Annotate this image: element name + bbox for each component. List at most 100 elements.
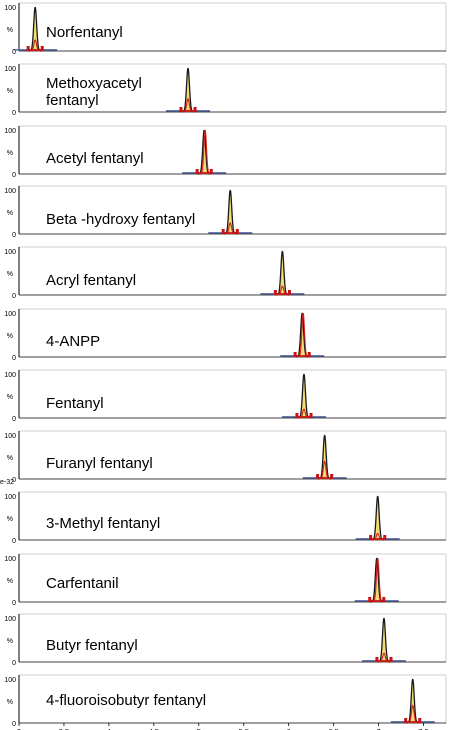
y-tick-label: 0 — [12, 172, 16, 179]
y-tick-label: e-32 — [0, 479, 14, 486]
y-tick-label: % — [7, 455, 13, 462]
compound-label: 3-Methyl fentanyl — [46, 515, 160, 532]
compound-label: Beta -hydroxy fentanyl — [46, 211, 195, 228]
peak-fill — [318, 435, 332, 479]
y-tick-label: 100 — [4, 433, 16, 440]
compound-label: Fentanyl — [46, 395, 104, 412]
integration-marker — [295, 413, 299, 418]
y-tick-label: 0 — [12, 600, 16, 607]
integration-marker — [369, 535, 373, 540]
y-tick-label: % — [7, 699, 13, 706]
qualifier-trace — [182, 97, 194, 113]
x-tick-label: 3 — [17, 727, 21, 730]
integration-marker — [235, 229, 239, 234]
chromatogram-panel: 100% 0 Acryl fentanyl — [4, 246, 447, 300]
integration-marker — [209, 169, 213, 174]
compound-label: Acetyl fentanyl — [46, 150, 144, 167]
y-tick-label: % — [7, 271, 13, 278]
integration-marker — [330, 474, 334, 479]
y-tick-label: 100 — [4, 249, 16, 256]
peak-fill — [223, 190, 237, 234]
y-tick-label: 0 — [12, 416, 16, 423]
chromatogram-panel: 100% 0 Fentanyl — [4, 369, 447, 423]
integration-marker — [307, 352, 311, 357]
x-tick-label: 5.5 — [239, 727, 249, 730]
integration-marker — [287, 290, 291, 295]
y-tick-label: % — [7, 150, 13, 157]
compound-label: Carfentanil — [46, 575, 119, 592]
x-tick-label: 6.5 — [328, 727, 338, 730]
y-tick-label: % — [7, 333, 13, 340]
compound-label: 4-fluoroisobutyr fentanyl — [46, 692, 206, 709]
qualifier-trace — [29, 39, 41, 52]
y-tick-label: % — [7, 578, 13, 585]
integration-marker — [273, 290, 277, 295]
integration-marker — [221, 229, 225, 234]
qualifier-trace — [371, 532, 384, 541]
y-tick-label: 100 — [4, 616, 16, 623]
integration-marker — [389, 657, 393, 662]
y-tick-label: 100 — [4, 372, 16, 379]
compound-label: Norfentanyl — [46, 24, 123, 41]
integration-marker — [368, 597, 372, 602]
y-tick-label: 0 — [12, 721, 16, 728]
integration-marker — [195, 169, 199, 174]
integration-marker — [375, 657, 379, 662]
y-tick-label: 100 — [4, 311, 16, 318]
chromatogram-panel: 100% 0 4-fluoroisobutyr fentanyl — [4, 674, 447, 728]
y-tick-label: 0 — [12, 538, 16, 545]
x-tick-label: 7.5 — [418, 727, 428, 730]
y-tick-label: 100 — [4, 556, 16, 563]
x-tick-label: 6 — [287, 727, 291, 730]
qualifier-trace — [378, 652, 390, 663]
integration-marker — [193, 107, 197, 112]
y-tick-label: % — [7, 88, 13, 95]
y-tick-label: % — [7, 516, 13, 523]
integration-marker — [179, 107, 183, 112]
peak-fill — [28, 7, 42, 51]
y-tick-label: 0 — [12, 232, 16, 239]
x-tick-label: 4 — [107, 727, 111, 730]
peak-fill — [275, 251, 289, 295]
y-tick-label: 0 — [12, 293, 16, 300]
x-tick-label: 4.5 — [149, 727, 159, 730]
integration-marker — [418, 718, 422, 723]
x-tick-label: 3.5 — [59, 727, 69, 730]
chromatogram-panel: 100% 0 Butyr fentanyl — [4, 613, 447, 667]
chromatogram-panel: 100% 0e-32 Furanyl fentanyl — [0, 430, 447, 486]
y-tick-label: % — [7, 27, 13, 34]
y-tick-label: 100 — [4, 677, 16, 684]
integration-marker — [26, 46, 30, 51]
chromatogram-panel: 100% 0 4-ANPP — [4, 308, 447, 362]
compound-label: Furanyl fentanyl — [46, 455, 153, 472]
integration-marker — [309, 413, 313, 418]
y-tick-label: 0 — [12, 49, 16, 56]
chromatogram-panel: 100% 0 3-Methyl fentanyl — [4, 491, 447, 545]
integration-marker — [316, 474, 320, 479]
y-tick-label: 100 — [4, 66, 16, 73]
chromatogram-panel: 100% 0 Norfentanyl — [4, 2, 447, 56]
qualifier-trace — [224, 222, 237, 235]
peak-fill — [297, 374, 311, 418]
compound-label: Acryl fentanyl — [46, 272, 136, 289]
integration-marker — [382, 597, 386, 602]
y-tick-label: 100 — [4, 128, 16, 135]
integration-marker — [404, 718, 408, 723]
y-tick-label: % — [7, 394, 13, 401]
y-tick-label: 0 — [12, 355, 16, 362]
y-tick-label: 0 — [12, 660, 16, 667]
integration-marker — [383, 535, 387, 540]
y-tick-label: 100 — [4, 188, 16, 195]
integration-marker — [40, 46, 44, 51]
compound-label: Methoxyacetyl — [46, 75, 142, 92]
chromatogram-panel: 100% 0 Carfentanil — [4, 553, 447, 607]
compound-label: 4-ANPP — [46, 333, 100, 350]
compound-label: fentanyl — [46, 92, 99, 109]
y-tick-label: 100 — [4, 5, 16, 12]
chromatogram-panel: 100% 0 Acetyl fentanyl — [4, 125, 447, 179]
qualifier-trace — [298, 408, 310, 419]
qualifier-trace — [276, 285, 289, 296]
x-tick-label: 5 — [197, 727, 201, 730]
peak-fill — [406, 679, 420, 723]
